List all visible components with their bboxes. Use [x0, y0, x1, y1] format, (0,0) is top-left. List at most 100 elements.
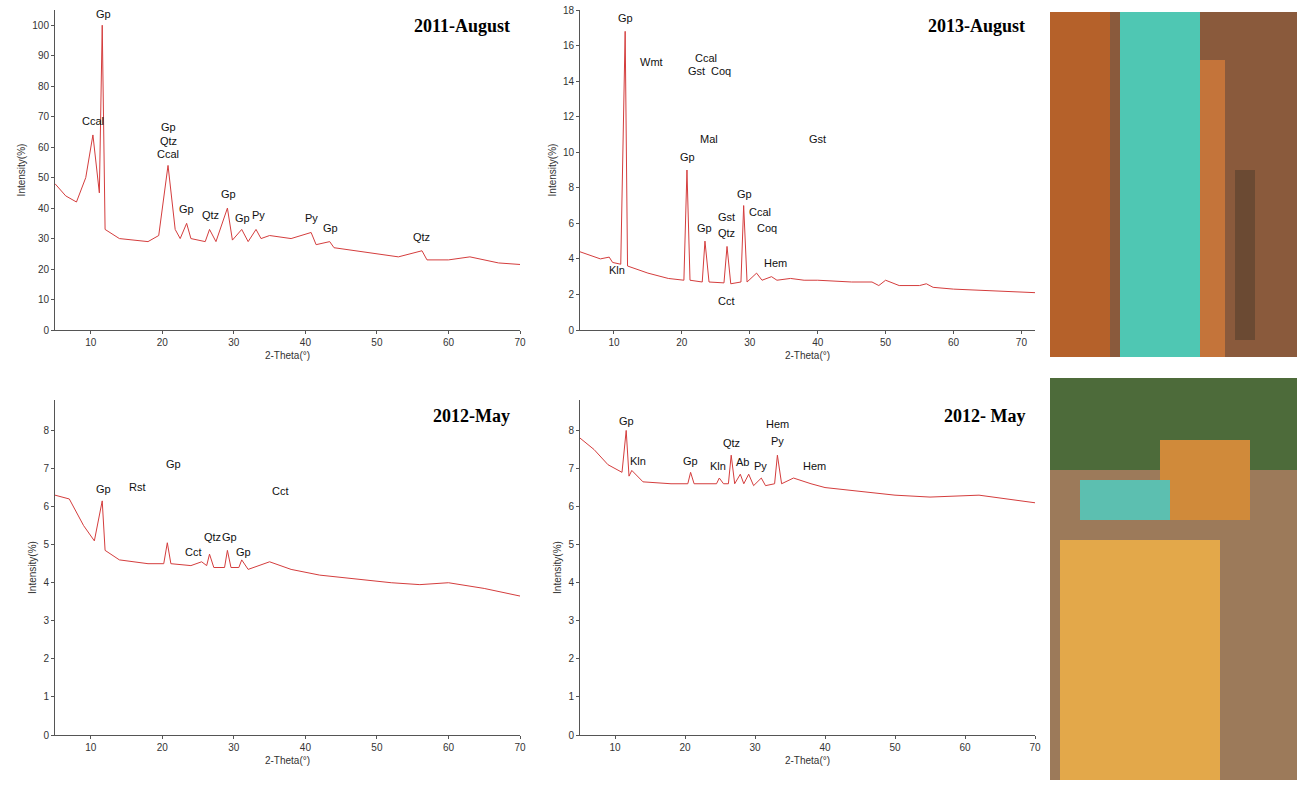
svg-text:Py: Py	[754, 460, 767, 472]
svg-text:Qtz: Qtz	[204, 531, 221, 543]
svg-text:Ccal: Ccal	[749, 206, 771, 218]
svg-text:30: 30	[228, 742, 240, 753]
svg-text:Qtz: Qtz	[723, 437, 740, 449]
svg-text:8: 8	[568, 425, 574, 436]
svg-text:Hem: Hem	[764, 257, 787, 269]
svg-text:Qtz: Qtz	[202, 209, 219, 221]
svg-text:2-Theta(°): 2-Theta(°)	[785, 350, 830, 361]
svg-text:Gp: Gp	[683, 455, 698, 467]
svg-text:50: 50	[880, 337, 892, 348]
svg-text:5: 5	[568, 539, 574, 550]
svg-text:Gp: Gp	[697, 222, 712, 234]
svg-text:20: 20	[38, 264, 50, 275]
svg-text:30: 30	[744, 337, 756, 348]
svg-text:10: 10	[85, 337, 97, 348]
svg-text:Gst: Gst	[718, 211, 735, 223]
svg-text:Py: Py	[252, 209, 265, 221]
svg-text:16: 16	[563, 40, 575, 51]
svg-text:40: 40	[812, 337, 824, 348]
svg-text:30: 30	[228, 337, 240, 348]
svg-text:Wmt: Wmt	[640, 56, 663, 68]
svg-text:20: 20	[679, 742, 691, 753]
svg-text:Gst: Gst	[809, 133, 826, 145]
svg-text:2: 2	[43, 653, 49, 664]
svg-text:Py: Py	[771, 435, 784, 447]
svg-text:Gp: Gp	[737, 188, 752, 200]
svg-text:60: 60	[948, 337, 960, 348]
svg-text:6: 6	[43, 501, 49, 512]
svg-text:Hem: Hem	[766, 418, 789, 430]
svg-text:3: 3	[43, 615, 49, 626]
svg-text:0: 0	[568, 730, 574, 741]
svg-text:40: 40	[300, 742, 312, 753]
svg-text:2: 2	[568, 289, 574, 300]
svg-text:14: 14	[563, 76, 575, 87]
svg-text:4: 4	[43, 577, 49, 588]
svg-text:2013-August: 2013-August	[928, 16, 1025, 36]
svg-text:1: 1	[568, 691, 574, 702]
svg-text:20: 20	[676, 337, 688, 348]
svg-text:6: 6	[568, 218, 574, 229]
svg-text:Py: Py	[305, 212, 318, 224]
svg-text:60: 60	[959, 742, 971, 753]
svg-text:40: 40	[819, 742, 831, 753]
svg-text:10: 10	[563, 147, 575, 158]
svg-text:Qtz: Qtz	[160, 135, 177, 147]
svg-text:2012-May: 2012-May	[433, 406, 510, 426]
svg-text:Cct: Cct	[185, 546, 202, 558]
svg-text:Rst: Rst	[129, 481, 146, 493]
svg-text:40: 40	[38, 203, 50, 214]
svg-text:0: 0	[568, 325, 574, 336]
svg-text:12: 12	[563, 111, 575, 122]
svg-text:70: 70	[514, 742, 526, 753]
svg-text:2-Theta(°): 2-Theta(°)	[265, 755, 310, 766]
svg-text:2-Theta(°): 2-Theta(°)	[785, 755, 830, 766]
svg-text:Gp: Gp	[619, 415, 634, 427]
svg-text:100: 100	[32, 20, 49, 31]
svg-text:20: 20	[157, 337, 169, 348]
svg-text:Gp: Gp	[166, 458, 181, 470]
svg-text:Ccal: Ccal	[157, 148, 179, 160]
svg-text:Mal: Mal	[700, 133, 718, 145]
svg-text:7: 7	[568, 463, 574, 474]
svg-text:Intensity(%): Intensity(%)	[16, 144, 27, 197]
svg-text:Cct: Cct	[718, 295, 735, 307]
svg-text:10: 10	[38, 294, 50, 305]
svg-text:Gp: Gp	[235, 212, 250, 224]
svg-text:Gp: Gp	[96, 483, 111, 495]
svg-text:1: 1	[43, 691, 49, 702]
svg-text:Gp: Gp	[161, 121, 176, 133]
svg-text:Cct: Cct	[272, 485, 289, 497]
svg-text:Gp: Gp	[179, 203, 194, 215]
svg-text:40: 40	[300, 337, 312, 348]
svg-text:30: 30	[38, 233, 50, 244]
svg-text:4: 4	[568, 577, 574, 588]
svg-text:10: 10	[609, 742, 621, 753]
svg-text:Gp: Gp	[680, 151, 695, 163]
svg-text:50: 50	[889, 742, 901, 753]
svg-text:6: 6	[568, 501, 574, 512]
svg-text:2-Theta(°): 2-Theta(°)	[265, 350, 310, 361]
svg-text:Gp: Gp	[96, 8, 111, 20]
svg-text:70: 70	[1029, 742, 1041, 753]
svg-text:Kln: Kln	[609, 264, 625, 276]
svg-text:70: 70	[38, 111, 50, 122]
svg-text:20: 20	[157, 742, 169, 753]
svg-text:50: 50	[371, 742, 383, 753]
svg-text:Coq: Coq	[757, 222, 777, 234]
svg-text:Gp: Gp	[236, 546, 251, 558]
svg-text:70: 70	[1016, 337, 1028, 348]
svg-text:Gp: Gp	[221, 188, 236, 200]
svg-text:Qtz: Qtz	[718, 227, 735, 239]
svg-text:60: 60	[443, 337, 455, 348]
svg-text:Gp: Gp	[222, 531, 237, 543]
svg-text:Gst: Gst	[688, 65, 705, 77]
svg-text:8: 8	[568, 182, 574, 193]
svg-text:Intensity(%): Intensity(%)	[552, 541, 563, 594]
svg-text:7: 7	[43, 463, 49, 474]
svg-text:Intensity(%): Intensity(%)	[547, 144, 558, 197]
svg-text:60: 60	[38, 142, 50, 153]
svg-text:Kln: Kln	[710, 460, 726, 472]
svg-text:70: 70	[514, 337, 526, 348]
svg-text:2: 2	[568, 653, 574, 664]
